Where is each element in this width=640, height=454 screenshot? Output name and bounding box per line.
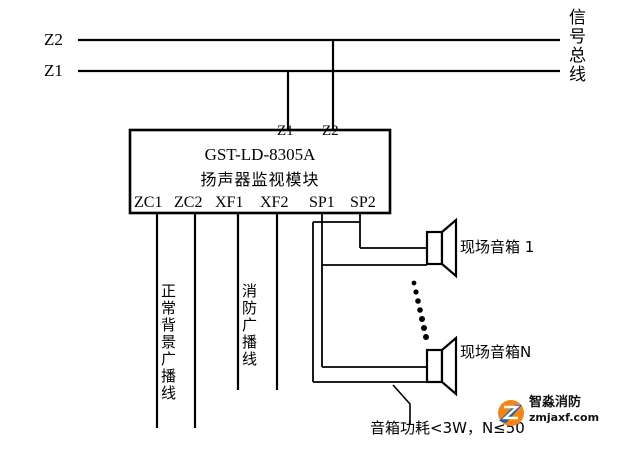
module-terminal-xf2: XF2 bbox=[260, 194, 289, 211]
module-terminal-z2: Z2 bbox=[322, 123, 339, 139]
ellipsis-dot bbox=[415, 298, 421, 304]
logo-z-mark bbox=[501, 405, 521, 420]
module-name-label: 扬声器监视模块 bbox=[200, 170, 320, 189]
bus-label-z2: Z2 bbox=[44, 30, 63, 49]
terminal-wires bbox=[155, 213, 279, 428]
wire-label-fire-broadcast: 消防广播线 bbox=[240, 283, 258, 368]
speaker-loop-wiring bbox=[312, 213, 427, 383]
speaker-label-n: 现场音箱N bbox=[460, 343, 532, 361]
note-leader bbox=[392, 384, 411, 424]
ellipsis-dot bbox=[417, 307, 423, 313]
speaker-symbol-1 bbox=[425, 217, 458, 279]
module-terminal-zc2: ZC2 bbox=[174, 194, 203, 211]
ellipsis-dot bbox=[423, 334, 429, 340]
power-note-label: 音箱功耗<3W，N≤50 bbox=[370, 419, 525, 437]
speakerN-horn bbox=[440, 335, 458, 397]
module-model-label: GST-LD-8305A bbox=[204, 145, 316, 164]
ellipsis-dot bbox=[419, 316, 425, 322]
wire-label-background-broadcast: 正常背景广播线 bbox=[159, 283, 177, 402]
watermark-logo-icon bbox=[498, 400, 524, 426]
ellipsis-dot bbox=[413, 289, 419, 295]
module-terminal-sp1: SP1 bbox=[309, 194, 335, 211]
module-terminal-zc1: ZC1 bbox=[134, 194, 163, 211]
watermark-brand: 智淼消防 bbox=[529, 395, 582, 410]
ellipsis-dot bbox=[421, 325, 427, 331]
signal-bus-label: 信号总线 bbox=[565, 8, 585, 84]
note-leader-line bbox=[392, 384, 411, 424]
module-terminal-sp2: SP2 bbox=[350, 194, 376, 211]
speaker1-body bbox=[425, 230, 444, 266]
bus-label-z1: Z1 bbox=[44, 61, 63, 80]
module-box bbox=[128, 128, 392, 215]
ellipsis-dot bbox=[411, 280, 417, 286]
module-terminal-xf1: XF1 bbox=[215, 194, 244, 211]
speaker1-horn bbox=[440, 217, 458, 279]
speaker-symbol-n bbox=[425, 335, 458, 397]
speaker-label-1: 现场音箱 1 bbox=[460, 238, 535, 256]
bus-drop-lines bbox=[286, 40, 335, 131]
module-terminal-z1: Z1 bbox=[277, 123, 294, 139]
watermark: 智淼消防 zmjaxf.com bbox=[495, 396, 613, 430]
watermark-url: zmjaxf.com bbox=[529, 411, 600, 424]
signal-bus-lines bbox=[78, 38, 560, 73]
speaker-ellipsis-dots bbox=[411, 280, 429, 340]
speakerN-body bbox=[425, 348, 444, 384]
